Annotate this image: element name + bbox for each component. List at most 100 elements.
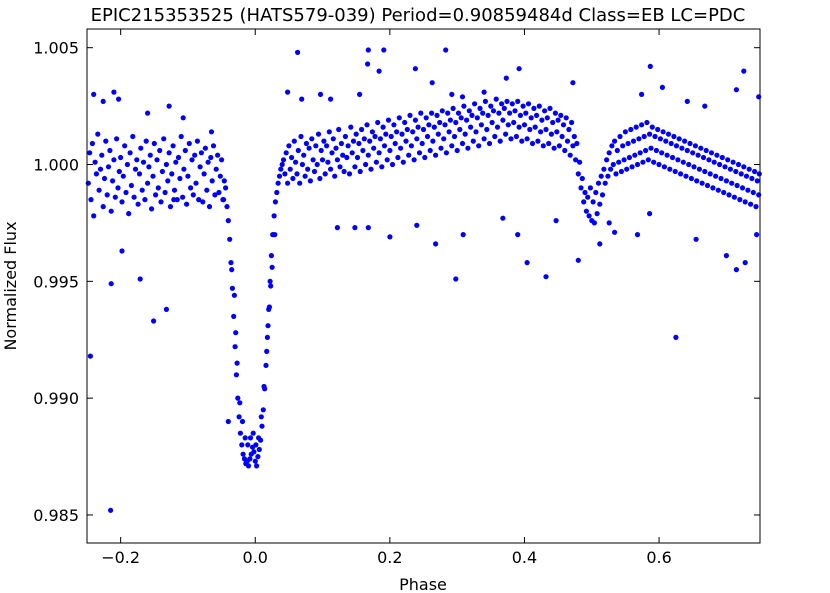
data-point bbox=[387, 234, 393, 240]
data-point bbox=[726, 192, 732, 198]
data-point bbox=[424, 133, 431, 140]
data-point bbox=[286, 143, 292, 149]
data-point bbox=[735, 161, 742, 168]
data-point bbox=[231, 292, 237, 298]
data-point bbox=[314, 161, 320, 168]
data-point bbox=[538, 129, 544, 135]
data-point bbox=[92, 159, 98, 165]
data-point bbox=[285, 180, 291, 186]
data-point bbox=[364, 122, 370, 128]
data-point bbox=[219, 157, 225, 163]
data-point bbox=[182, 147, 188, 154]
data-point bbox=[633, 124, 639, 130]
data-point bbox=[274, 189, 280, 196]
data-point bbox=[625, 140, 631, 147]
data-point bbox=[110, 178, 116, 184]
data-point bbox=[275, 180, 281, 186]
data-point bbox=[278, 166, 284, 172]
data-point bbox=[741, 164, 747, 170]
data-point bbox=[671, 133, 677, 140]
data-point bbox=[210, 143, 217, 149]
data-point bbox=[108, 507, 114, 513]
data-point bbox=[630, 138, 637, 144]
data-point bbox=[488, 103, 494, 109]
data-point bbox=[614, 147, 620, 154]
data-point bbox=[150, 173, 156, 179]
data-point bbox=[668, 140, 674, 147]
x-tick-label: 0.4 bbox=[512, 548, 537, 567]
data-point bbox=[175, 154, 182, 161]
data-point bbox=[261, 383, 267, 390]
data-point bbox=[303, 140, 309, 147]
data-point bbox=[412, 66, 418, 72]
data-point bbox=[381, 47, 387, 53]
data-point bbox=[655, 126, 661, 133]
data-point bbox=[384, 157, 390, 163]
data-point bbox=[369, 129, 375, 135]
data-point bbox=[234, 360, 240, 366]
data-point bbox=[648, 145, 654, 151]
data-point bbox=[501, 105, 507, 111]
data-point bbox=[461, 103, 467, 109]
data-point bbox=[559, 133, 565, 140]
data-point bbox=[166, 150, 172, 156]
data-point bbox=[254, 463, 260, 469]
data-point bbox=[520, 103, 526, 109]
data-point bbox=[111, 157, 117, 163]
data-point bbox=[151, 318, 157, 324]
data-point bbox=[250, 430, 256, 436]
data-point bbox=[729, 180, 735, 186]
data-point bbox=[354, 154, 361, 161]
data-point bbox=[715, 187, 721, 193]
data-point bbox=[587, 185, 594, 191]
data-points bbox=[85, 47, 762, 513]
data-point bbox=[232, 344, 238, 350]
data-point bbox=[737, 197, 743, 203]
data-point bbox=[178, 133, 184, 140]
data-point bbox=[337, 164, 343, 170]
data-point bbox=[606, 220, 612, 226]
data-point bbox=[412, 117, 418, 123]
data-point bbox=[163, 161, 169, 168]
data-point bbox=[682, 138, 688, 144]
data-point bbox=[404, 126, 410, 133]
x-tick-label: 0.6 bbox=[646, 548, 671, 567]
data-point bbox=[583, 208, 590, 214]
data-point bbox=[544, 115, 550, 121]
data-point bbox=[134, 157, 140, 163]
data-point bbox=[484, 126, 490, 133]
data-point bbox=[298, 133, 304, 140]
data-point bbox=[365, 152, 371, 158]
data-point bbox=[151, 140, 157, 147]
data-point bbox=[407, 112, 413, 118]
data-point bbox=[196, 197, 202, 203]
data-point bbox=[126, 211, 132, 217]
data-point bbox=[205, 159, 211, 165]
data-point bbox=[672, 168, 678, 175]
data-point bbox=[669, 154, 676, 161]
data-point bbox=[608, 166, 614, 172]
data-point bbox=[95, 131, 101, 137]
data-point bbox=[590, 199, 596, 205]
data-point bbox=[427, 147, 433, 154]
data-point bbox=[332, 173, 338, 179]
data-point bbox=[485, 112, 491, 118]
data-point bbox=[442, 122, 448, 128]
data-point bbox=[621, 157, 627, 163]
data-point bbox=[198, 150, 204, 156]
data-point bbox=[624, 166, 630, 172]
data-point bbox=[414, 222, 420, 228]
data-point bbox=[743, 173, 750, 179]
data-point bbox=[434, 112, 440, 118]
data-point bbox=[104, 192, 110, 198]
data-point bbox=[474, 115, 480, 121]
data-point bbox=[472, 101, 478, 107]
data-point bbox=[445, 110, 451, 116]
data-point bbox=[512, 108, 518, 114]
data-point bbox=[723, 253, 730, 259]
data-point bbox=[268, 253, 274, 259]
data-point bbox=[267, 278, 273, 284]
data-point bbox=[356, 140, 362, 147]
data-point bbox=[599, 192, 606, 198]
data-point bbox=[247, 435, 254, 441]
